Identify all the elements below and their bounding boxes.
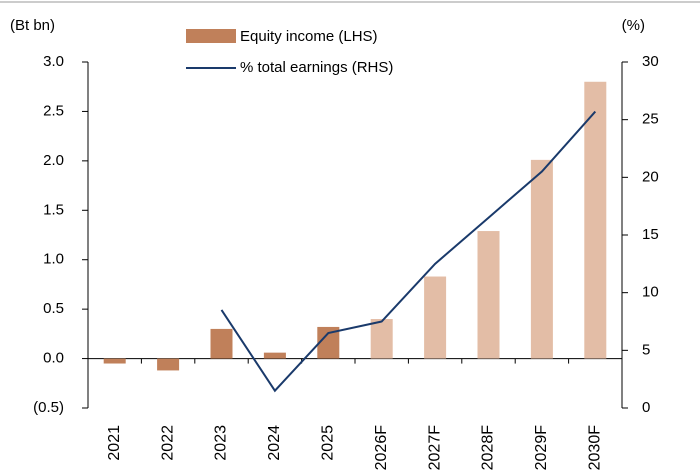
y-tick-label: 0.0 [43,350,64,367]
legend-label: % total earnings (RHS) [240,59,393,76]
y-tick-label: 3.0 [43,53,64,70]
y2-tick-label: 25 [642,111,659,128]
bar [370,319,393,359]
x-tick-label: 2023 [213,425,230,461]
y2-tick-label: 20 [642,168,659,185]
bar [263,352,286,359]
y2-axis-label: (%) [622,17,645,34]
bar [103,358,126,364]
bar [584,81,607,359]
y-tick-label: 1.0 [43,251,64,268]
y-tick-label: 1.5 [43,201,64,218]
x-tick-label: 2025 [320,425,337,461]
y-tick-label: 2.0 [43,152,64,169]
x-tick-label: 2028F [480,425,497,470]
y-tick-label: 2.5 [43,102,64,119]
y2-tick-label: 10 [642,284,659,301]
y2-tick-label: 30 [642,53,659,70]
x-tick-label: 2029F [533,425,550,470]
y2-tick-label: 0 [642,399,650,416]
y-tick-label: 0.5 [43,300,64,317]
bar [210,328,233,359]
bar [477,231,500,359]
legend-swatch [186,29,236,43]
bar [530,159,553,359]
y2-tick-label: 15 [642,226,659,243]
legend-label: Equity income (LHS) [240,28,378,45]
x-tick-label: 2022 [159,425,176,461]
line [220,110,597,393]
x-tick-label: 2024 [266,425,283,461]
y2-tick-label: 5 [642,341,650,358]
x-tick-label: 2026F [373,425,390,470]
y-axis-label: (Bt bn) [10,17,55,34]
bar [424,276,447,359]
x-tick-label: 2027F [426,425,443,470]
bar [317,326,340,359]
x-tick-label: 2030F [587,425,604,470]
y-tick-label: (0.5) [33,399,64,416]
bar [157,358,180,371]
x-tick-label: 2021 [106,425,123,461]
